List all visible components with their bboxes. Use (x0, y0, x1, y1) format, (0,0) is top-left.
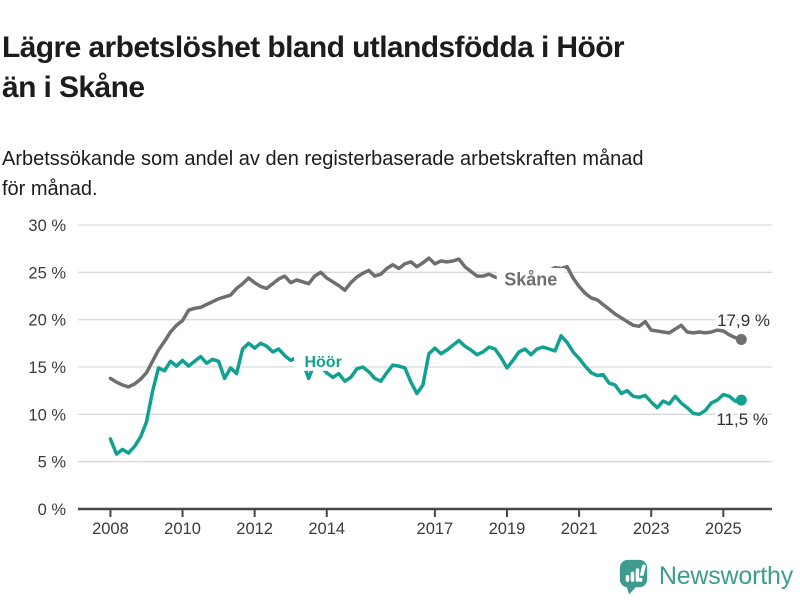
y-tick-label: 20 % (28, 312, 66, 330)
page-title: Lägre arbetslöshet bland utlandsfödda i … (2, 28, 782, 108)
y-tick-label: 5 % (38, 454, 67, 472)
newsworthy-brand-text: Newsworthy (658, 562, 793, 590)
page-title-line1: Lägre arbetslöshet bland utlandsfödda i … (2, 31, 625, 65)
x-tick-label: 2025 (705, 520, 742, 538)
x-tick-label: 2010 (164, 520, 201, 538)
chart-subtitle: Arbetssökande som andel av den registerb… (2, 144, 782, 204)
x-tick-label: 2017 (417, 520, 454, 538)
newsworthy-brand-link[interactable]: Newsworthy (618, 557, 793, 596)
series-label-mask (294, 351, 353, 371)
y-tick-label: 0 % (38, 501, 67, 519)
skane-series-label: Skåne (504, 269, 557, 289)
x-tick-label: 2012 (236, 520, 273, 538)
hoor-end-dot (735, 394, 747, 406)
skane-line (108, 256, 744, 389)
x-tick-label: 2019 (489, 520, 526, 538)
skane-end-value-label: 17,9 % (717, 311, 770, 330)
y-tick-label: 15 % (28, 359, 66, 377)
y-tick-label: 25 % (28, 264, 66, 282)
chart-subtitle-line1: Arbetssökande som andel av den registerb… (2, 148, 644, 170)
x-tick-label: 2023 (633, 520, 670, 538)
newsworthy-bubble-barchart-icon (619, 559, 648, 595)
skane-end-dot (735, 334, 747, 346)
y-tick-label: 30 % (28, 217, 66, 235)
hoor-end-value-label: 11,5 % (716, 410, 768, 429)
x-tick-label: 2008 (92, 520, 129, 538)
hoor-line (108, 334, 744, 456)
page-title-line2: än i Skåne (2, 71, 145, 105)
x-tick-label: 2021 (561, 520, 598, 538)
hoor-series-label: Höör (304, 354, 341, 371)
chart-subtitle-line2: för månad. (2, 178, 98, 200)
series-label-mask (496, 267, 565, 290)
x-tick-label: 2014 (308, 520, 345, 538)
y-tick-label: 10 % (28, 406, 66, 424)
